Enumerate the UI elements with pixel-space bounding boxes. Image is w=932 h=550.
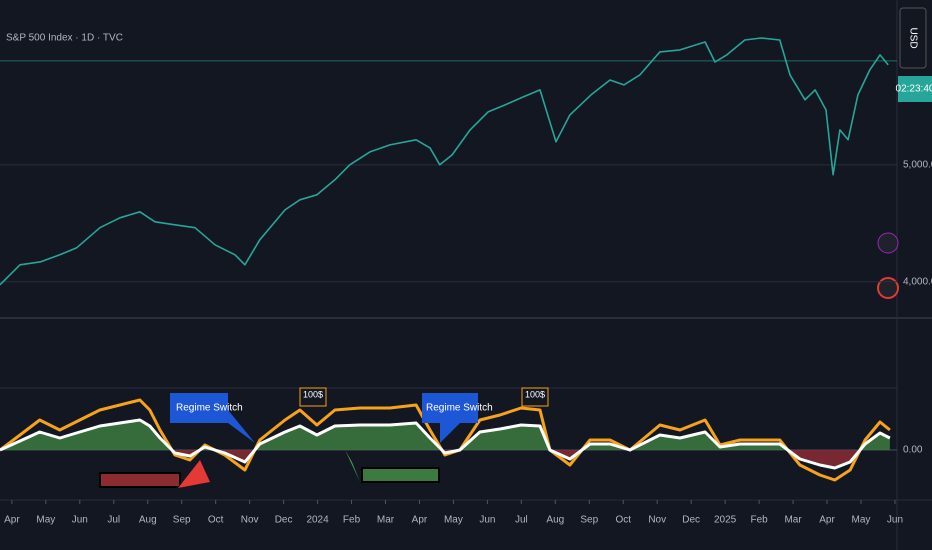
label-box — [422, 393, 478, 423]
y-tick-label: 0.00 — [903, 445, 923, 456]
area-negative — [0, 450, 890, 468]
label-pointer — [440, 423, 460, 443]
arrow — [178, 460, 210, 488]
pane — [0, 398, 897, 482]
x-tick-label: May — [36, 515, 55, 526]
icon[interactable] — [877, 232, 899, 254]
x-tick-label: Nov — [241, 515, 259, 526]
x-tick-label: Jun — [72, 515, 88, 526]
x-tick-label: Oct — [208, 515, 224, 526]
series-line — [0, 398, 891, 482]
x-tick-label: Mar — [377, 515, 395, 526]
countdown: 02:23:40 — [896, 84, 932, 95]
x-tick-label: Feb — [750, 515, 768, 526]
x-tick-label: Apr — [4, 515, 20, 526]
arrow — [345, 450, 360, 482]
x-tick-label: Sep — [580, 515, 598, 526]
x-tick-label: Dec — [275, 515, 293, 526]
annotation: 100$ — [303, 389, 323, 399]
annotation: Regime Switch — [426, 403, 493, 414]
countdown-box — [898, 76, 932, 102]
label-box — [170, 393, 228, 423]
x-tick-label: Jul — [515, 515, 528, 526]
annotation: 100$ — [525, 389, 545, 399]
series-line — [0, 418, 891, 470]
x-tick-label: May — [852, 515, 871, 526]
x-tick-label: Nov — [648, 515, 666, 526]
x-tick-label: 2025 — [714, 515, 737, 526]
currency[interactable]: USD — [907, 27, 918, 48]
x-tick-label: Mar — [784, 515, 802, 526]
series-line — [0, 37, 889, 286]
x-tick-label: 2024 — [306, 515, 329, 526]
x-tick-label: Aug — [546, 515, 564, 526]
area-positive — [0, 420, 890, 450]
currency-button[interactable] — [899, 7, 927, 69]
x-tick-label: Jun — [887, 515, 903, 526]
x-tick-label: Aug — [139, 515, 157, 526]
x-tick-label: Apr — [412, 515, 428, 526]
label-box — [521, 387, 549, 407]
x-tick-label: Oct — [615, 515, 631, 526]
label-box — [299, 387, 327, 407]
icon[interactable] — [877, 277, 899, 299]
x-tick-label: May — [444, 515, 463, 526]
x-tick-label: Jun — [479, 515, 495, 526]
x-tick-label: Feb — [343, 515, 361, 526]
pane — [0, 37, 897, 286]
y-tick-label: 5,000.00 — [903, 159, 932, 170]
x-tick-label: Apr — [819, 515, 835, 526]
label-pointer — [228, 410, 255, 443]
x-tick-label: Sep — [173, 515, 191, 526]
chart-title: S&P 500 Index · 1D · TVC — [6, 33, 123, 44]
signal-box — [99, 472, 181, 488]
y-tick-label: 4,000.00 — [903, 276, 932, 287]
x-tick-label: Jul — [107, 515, 120, 526]
signal-box — [361, 467, 440, 483]
x-tick-label: Dec — [682, 515, 700, 526]
annotation: Regime Switch — [176, 403, 243, 414]
